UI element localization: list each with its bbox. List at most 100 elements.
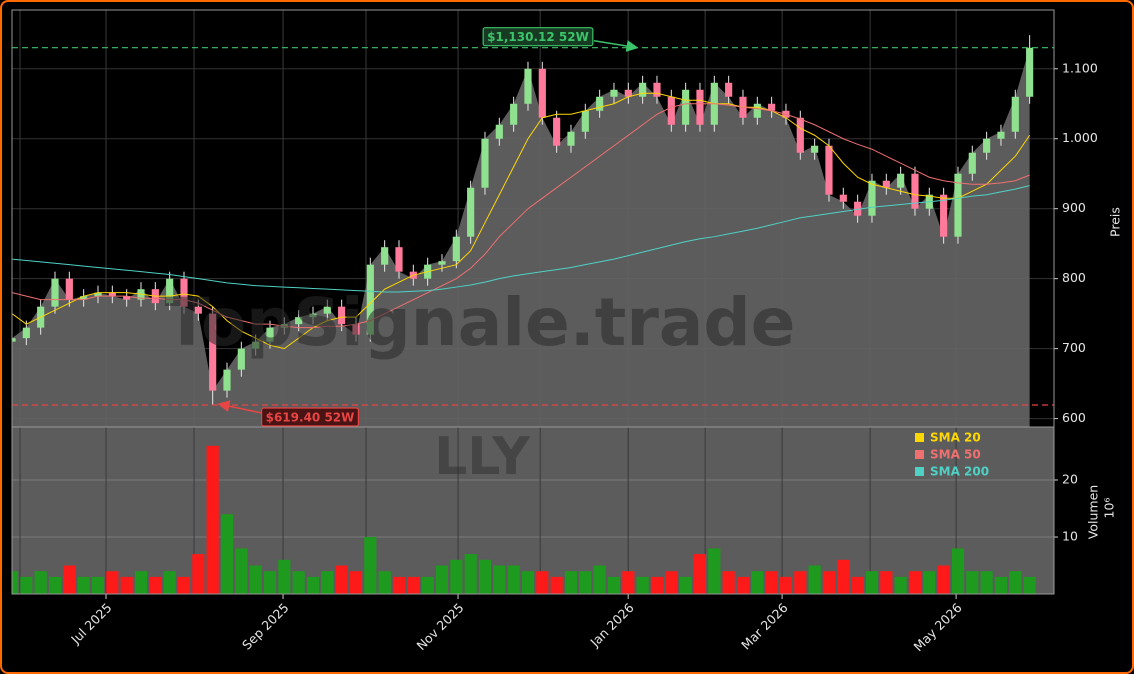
volume-bar: [464, 554, 477, 594]
volume-bar: [91, 576, 105, 594]
volume-bar: [679, 576, 692, 594]
candle-body: [309, 313, 317, 318]
candle-body: [123, 296, 131, 300]
volume-bar: [34, 571, 47, 594]
candle-body: [266, 327, 274, 342]
annotation-label: $1,130.12 52W: [487, 30, 589, 44]
candle-body: [438, 261, 446, 265]
volume-bar: [751, 571, 764, 594]
candle-body: [223, 369, 231, 391]
volume-bar: [550, 576, 563, 594]
candle-body: [897, 173, 905, 188]
candle-body: [180, 278, 188, 307]
volume-bar: [851, 576, 864, 594]
volume-bar: [421, 576, 434, 594]
volume-bar: [1023, 576, 1036, 594]
volume-bar: [736, 576, 750, 594]
volume-bar: [306, 576, 320, 594]
candle-body: [725, 82, 733, 97]
x-tick-label: Mar 2026: [738, 600, 791, 653]
x-tick-label: May 2026: [911, 600, 965, 654]
volume-bar: [206, 445, 219, 594]
volume-bar: [579, 571, 592, 594]
sma-line: [12, 92, 1031, 350]
volume-bar: [765, 571, 778, 594]
candle-body: [80, 296, 88, 300]
candle-body: [538, 68, 546, 118]
candle-body: [12, 338, 16, 342]
candle-body: [854, 201, 862, 216]
candle-body: [65, 278, 73, 300]
volume-bar: [192, 554, 205, 594]
y-axis-scale: 10⁶: [1102, 498, 1117, 519]
y-axis-label: Preis: [1108, 207, 1123, 237]
volume-bar: [364, 537, 377, 594]
candle-body: [323, 306, 331, 314]
volume-bar: [493, 565, 506, 594]
volume-bar: [20, 576, 33, 594]
candle-body: [209, 313, 217, 391]
candle-body: [366, 264, 374, 335]
candle-body: [682, 89, 690, 125]
candle-body: [395, 247, 403, 272]
volume-bar: [593, 565, 606, 594]
candle-body: [667, 96, 675, 125]
volume-bar: [607, 576, 621, 594]
price-border: [11, 9, 1055, 428]
y-tick-label: 700: [1062, 340, 1086, 355]
volume-bar: [779, 576, 793, 594]
legend-swatch: [915, 433, 924, 442]
volume-bar: [134, 571, 148, 594]
volume-bar: [693, 554, 707, 594]
candle-body: [1026, 47, 1034, 97]
annotation-arrow: [217, 400, 263, 414]
legend-label: SMA 20: [930, 431, 981, 445]
volume-bar: [966, 571, 979, 594]
candle-body: [653, 82, 661, 97]
volume-bar: [951, 548, 965, 594]
volume-bar: [163, 571, 176, 594]
volume-bar: [908, 571, 922, 594]
volume-bar: [1009, 571, 1022, 594]
candle-body: [166, 278, 174, 304]
volume-bar: [48, 576, 62, 594]
volume-bar: [378, 571, 391, 594]
volume-bar: [507, 565, 520, 594]
volume-bar: [722, 571, 735, 594]
volume-bar: [994, 576, 1008, 594]
volume-bar: [937, 565, 950, 594]
candle-body: [22, 327, 30, 339]
candle-body: [194, 306, 202, 314]
candle-body: [252, 341, 260, 349]
volume-bar: [665, 571, 678, 594]
volume-bar: [865, 571, 879, 594]
candle-body: [753, 103, 761, 118]
candle-body: [108, 292, 116, 297]
watermark: TopSignale.trade: [165, 284, 796, 361]
candle-body: [553, 117, 561, 146]
candle-body: [768, 103, 776, 111]
volume-bar: [808, 565, 821, 594]
annotation-box: [482, 27, 594, 47]
candle-body: [596, 96, 604, 111]
candle-body: [940, 194, 948, 237]
volume-bar: [392, 576, 406, 594]
candle-body: [237, 348, 245, 370]
candle-body: [51, 278, 59, 307]
candle-body: [567, 131, 575, 146]
volume-bar: [177, 576, 191, 594]
volume-bar: [335, 565, 348, 594]
candle-body: [467, 187, 475, 237]
y-axis-label: Volumen: [1086, 485, 1101, 539]
volume-bar: [106, 571, 119, 594]
candle-body: [796, 117, 804, 153]
candle-body: [639, 82, 647, 97]
candle-body: [94, 292, 102, 297]
y-tick-label: 900: [1062, 200, 1086, 215]
plot-layers: [12, 10, 1054, 594]
candle-body: [696, 89, 704, 125]
candle-body: [868, 180, 876, 216]
candle-body: [997, 131, 1005, 139]
x-tick-label: Nov 2025: [413, 600, 466, 653]
